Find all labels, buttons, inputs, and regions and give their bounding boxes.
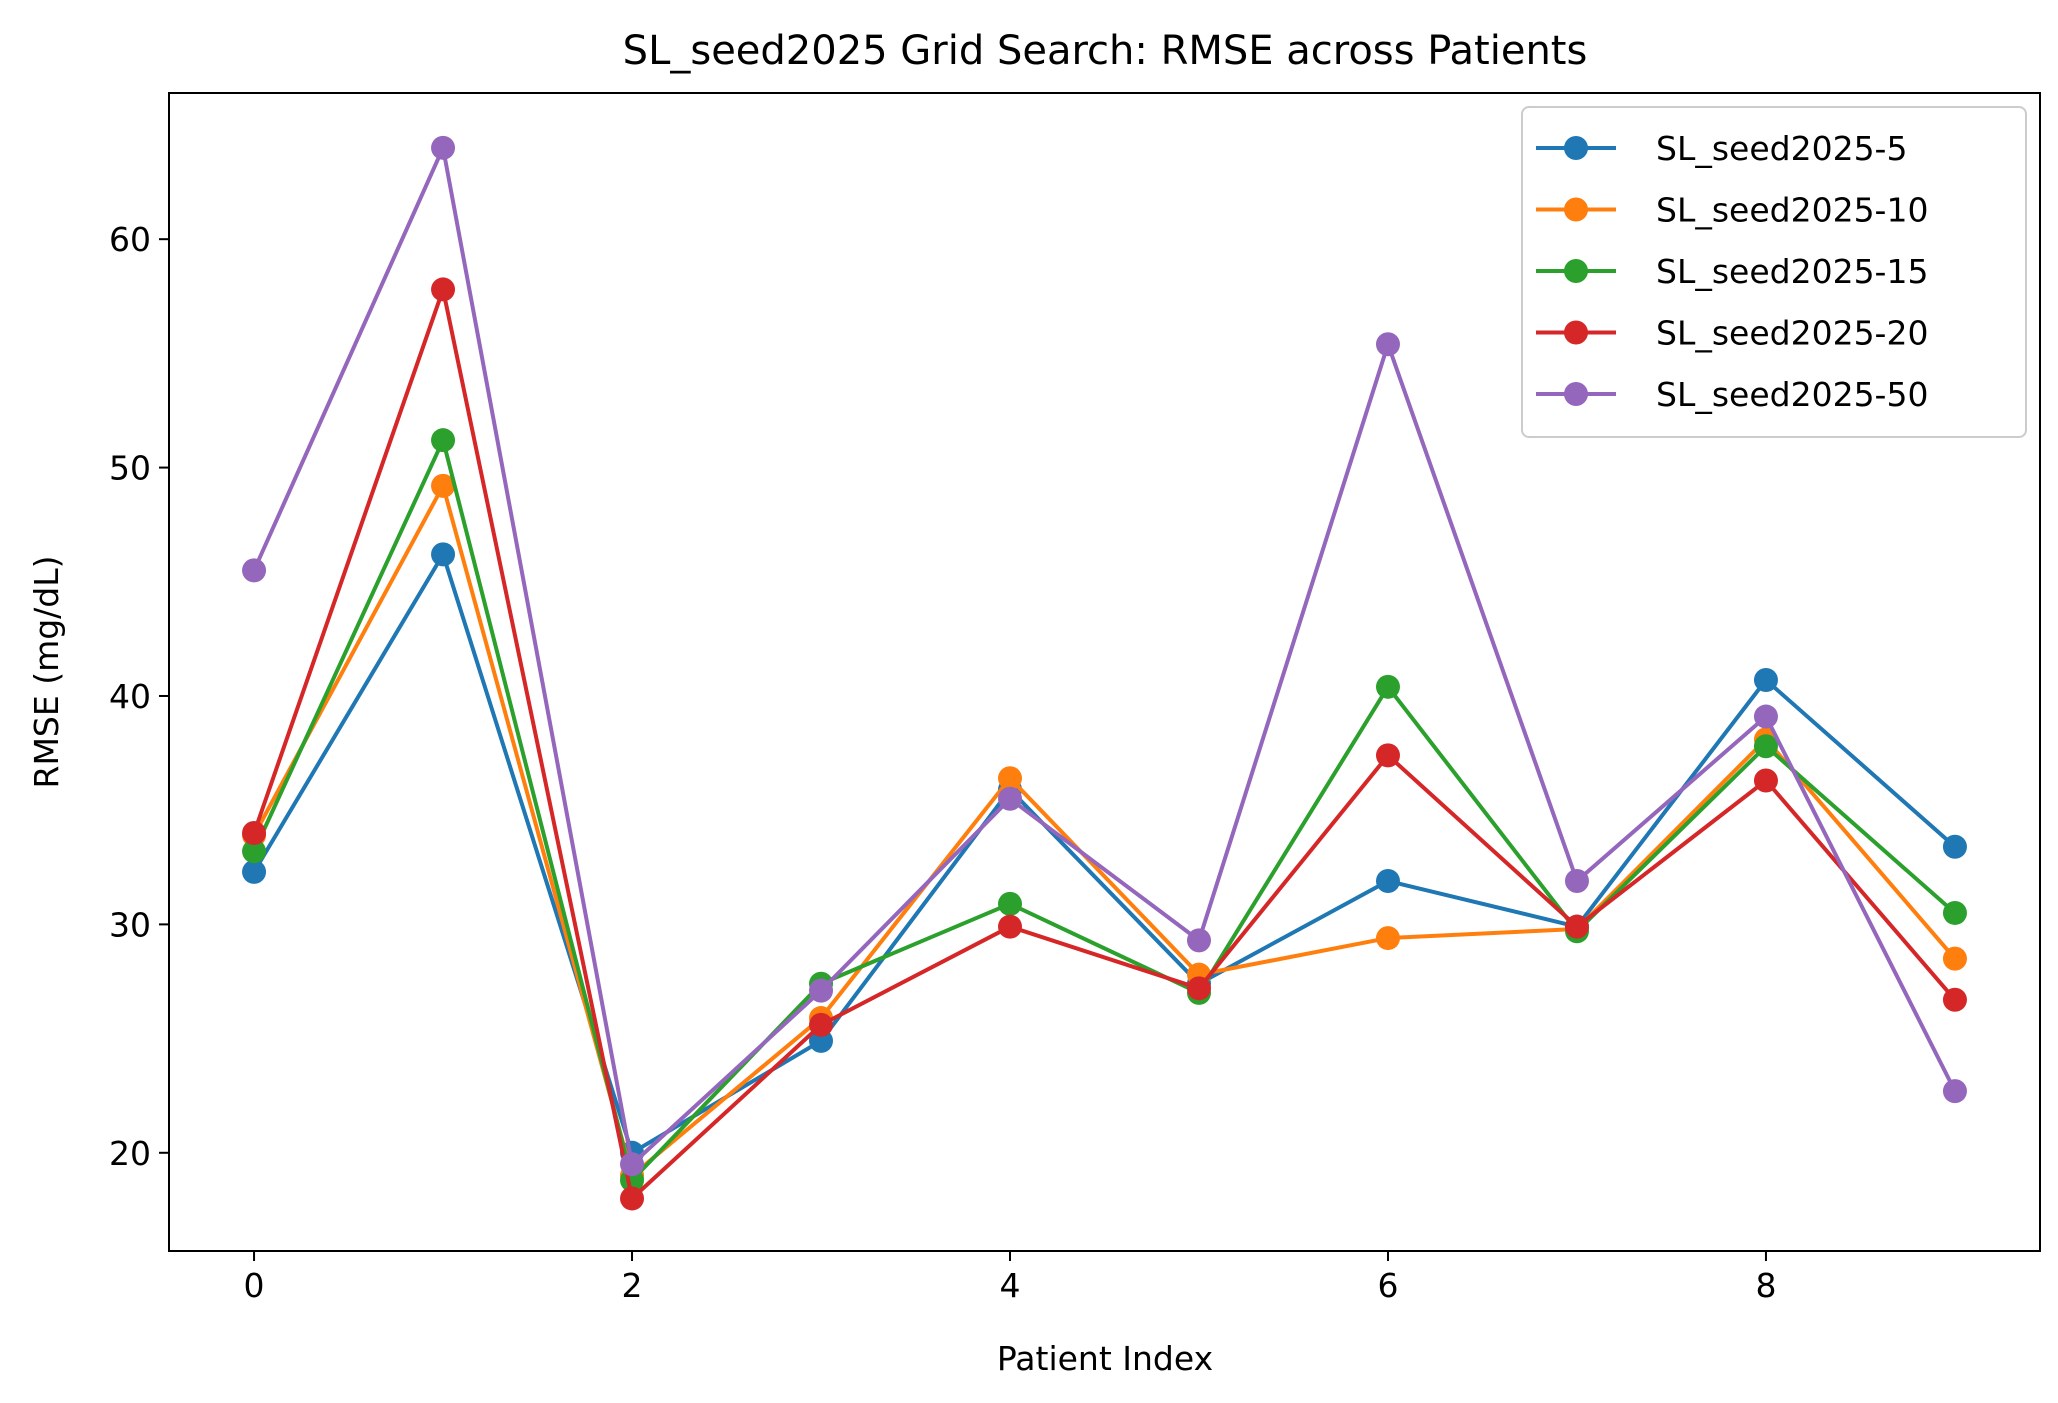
data-point-SL_seed2025-10-4 <box>998 766 1023 791</box>
data-point-SL_seed2025-20-0 <box>242 821 267 846</box>
data-point-SL_seed2025-50-7 <box>1564 868 1589 893</box>
series-SL_seed2025-15 <box>242 428 1967 1193</box>
data-point-SL_seed2025-50-9 <box>1942 1079 1967 1104</box>
data-point-SL_seed2025-10-6 <box>1375 926 1400 951</box>
series-line-SL_seed2025-20 <box>252 287 1957 1201</box>
series-line-SL_seed2025-5 <box>252 552 1957 1155</box>
data-point-SL_seed2025-50-4 <box>998 786 1023 811</box>
x-tick-label: 2 <box>622 1266 643 1305</box>
data-point-SL_seed2025-15-9 <box>1942 900 1967 925</box>
data-point-SL_seed2025-20-9 <box>1942 987 1967 1012</box>
chart-title: SL_seed2025 Grid Search: RMSE across Pat… <box>623 28 1588 74</box>
data-point-SL_seed2025-20-7 <box>1564 914 1589 939</box>
data-point-SL_seed2025-20-4 <box>998 914 1023 939</box>
data-point-SL_seed2025-20-3 <box>809 1012 834 1037</box>
series-line-SL_seed2025-15 <box>252 438 1957 1183</box>
data-point-SL_seed2025-50-8 <box>1753 704 1778 729</box>
x-tick-label: 4 <box>1000 1266 1021 1305</box>
y-tick-label: 60 <box>109 220 151 259</box>
legend-box <box>1521 106 2027 438</box>
axes: 0 2 4 6 8 20 30 40 50 60 <box>109 220 1776 1305</box>
y-tick-label: 40 <box>109 677 151 716</box>
legend-entry-SL_seed2025-5: SL_seed2025-5 <box>1656 129 1907 168</box>
legend-marker-SL_seed2025-50 <box>1564 382 1588 406</box>
x-tick-label: 6 <box>1377 1266 1398 1305</box>
y-tick-label: 50 <box>109 449 151 488</box>
data-point-SL_seed2025-50-3 <box>809 978 834 1003</box>
series-SL_seed2025-20 <box>242 277 1967 1211</box>
data-point-SL_seed2025-50-0 <box>242 558 267 583</box>
plot-frame <box>168 92 2041 1252</box>
y-tick-label: 20 <box>109 1134 151 1173</box>
data-point-SL_seed2025-20-1 <box>431 277 456 302</box>
data-point-SL_seed2025-10-9 <box>1942 946 1967 971</box>
y-axis-label: RMSE (mg/dL) <box>27 556 66 789</box>
legend-marker-SL_seed2025-5 <box>1564 136 1588 160</box>
y-tick-label: 30 <box>109 905 151 944</box>
legend-marker-SL_seed2025-20 <box>1564 320 1588 345</box>
data-point-SL_seed2025-20-2 <box>620 1186 645 1211</box>
data-point-SL_seed2025-50-6 <box>1375 332 1400 357</box>
data-point-SL_seed2025-50-1 <box>431 135 456 160</box>
legend-entry-SL_seed2025-50: SL_seed2025-50 <box>1656 375 1928 414</box>
legend-marker-SL_seed2025-15 <box>1564 259 1588 283</box>
x-tick-label: 0 <box>244 1266 265 1305</box>
data-point-SL_seed2025-20-6 <box>1375 743 1400 768</box>
data-point-SL_seed2025-15-8 <box>1753 734 1778 759</box>
data-point-SL_seed2025-10-1 <box>431 473 456 498</box>
data-point-SL_seed2025-5-0 <box>242 859 267 884</box>
series-line-SL_seed2025-50 <box>252 145 1957 1167</box>
data-point-SL_seed2025-20-8 <box>1753 768 1778 793</box>
plot-area <box>242 135 1967 1211</box>
legend: SL_seed2025-5 SL_seed2025-10 SL_seed2025-1… <box>1521 106 2027 438</box>
data-point-SL_seed2025-5-8 <box>1753 667 1778 692</box>
data-point-SL_seed2025-20-5 <box>1186 976 1211 1001</box>
data-point-SL_seed2025-15-1 <box>431 428 456 453</box>
data-point-SL_seed2025-15-4 <box>998 891 1023 916</box>
legend-entry-SL_seed2025-20: SL_seed2025-20 <box>1656 314 1928 353</box>
data-point-SL_seed2025-5-6 <box>1375 868 1400 893</box>
data-point-SL_seed2025-5-1 <box>431 542 456 567</box>
legend-marker-SL_seed2025-10 <box>1564 197 1588 222</box>
data-point-SL_seed2025-50-5 <box>1186 928 1211 953</box>
x-axis-label: Patient Index <box>997 1339 1213 1378</box>
x-tick-label: 8 <box>1755 1266 1776 1305</box>
data-point-SL_seed2025-5-9 <box>1942 834 1967 859</box>
data-point-SL_seed2025-15-0 <box>242 839 267 864</box>
series-line-SL_seed2025-10 <box>252 483 1957 1178</box>
legend-entry-SL_seed2025-10: SL_seed2025-10 <box>1656 191 1928 230</box>
series-SL_seed2025-50 <box>242 135 1967 1177</box>
data-point-SL_seed2025-50-2 <box>620 1152 645 1177</box>
data-point-SL_seed2025-15-6 <box>1375 674 1400 699</box>
legend-entry-SL_seed2025-15: SL_seed2025-15 <box>1656 252 1928 291</box>
